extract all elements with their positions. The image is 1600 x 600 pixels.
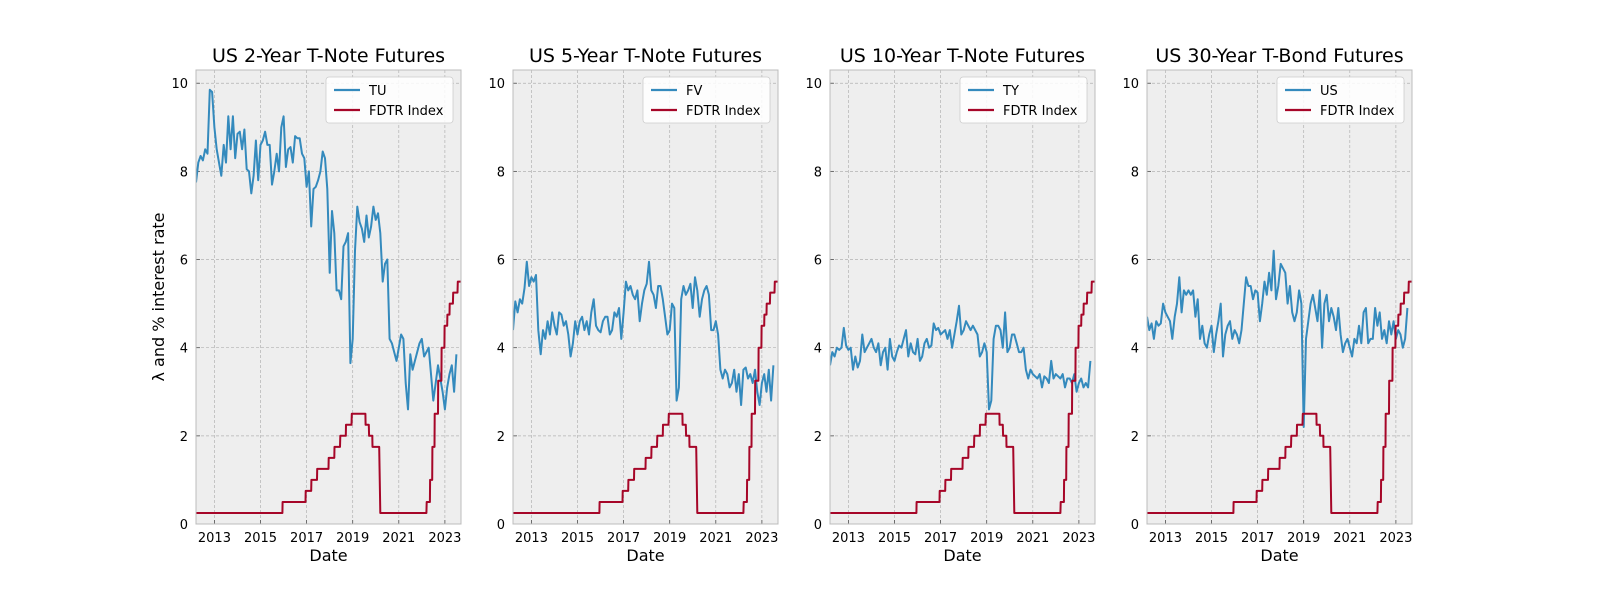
x-axis-label: Date [309, 546, 347, 565]
legend-label: FDTR Index [1003, 104, 1078, 119]
x-tick-label: 2013 [198, 531, 231, 546]
fdtr-series-line [513, 280, 778, 514]
x-tick-label: 2019 [970, 531, 1003, 546]
y-tick-label: 6 [1131, 254, 1139, 269]
x-axis-label: Date [626, 546, 664, 565]
y-tick-label: 2 [180, 430, 188, 445]
fdtr-series-line [830, 280, 1095, 514]
y-tick-label: 2 [497, 430, 505, 445]
legend-label: FDTR Index [369, 104, 444, 119]
panel-3: 2013 2015 2017 2019 2021 2023 0 2 4 6 8 10 US 10-Yea… [805, 45, 1096, 565]
y-tick-label: 6 [497, 254, 505, 269]
series-group [196, 88, 461, 514]
x-tick-label: 2019 [1287, 531, 1320, 546]
x-tick-label: 2015 [1195, 531, 1228, 546]
legend-box [959, 76, 1088, 124]
y-tick-label: 4 [814, 342, 822, 357]
legend-box [1276, 76, 1405, 124]
y-tick-label: 0 [814, 518, 822, 533]
legend: FV FDTR Index [642, 76, 771, 124]
lambda-series-line [1147, 249, 1409, 428]
x-tick-label: 2017 [924, 531, 957, 546]
lambda-series-line [196, 88, 458, 411]
legend-box [325, 76, 454, 124]
legend: TU FDTR Index [325, 76, 454, 124]
plot-area [196, 70, 461, 524]
y-tick-label: 2 [1131, 430, 1139, 445]
y-tick-label: 0 [180, 518, 188, 533]
y-tick-label: 0 [497, 518, 505, 533]
x-tick-label: 2015 [561, 531, 594, 546]
x-tick-label: 2021 [699, 531, 732, 546]
y-tick-label: 6 [180, 254, 188, 269]
panel-title: US 30-Year T-Bond Futures [1155, 45, 1403, 67]
x-tick-label: 2019 [653, 531, 686, 546]
lambda-series-line [830, 304, 1092, 411]
y-tick-label: 10 [488, 77, 505, 92]
series-group [513, 260, 778, 514]
x-tick-label: 2023 [428, 531, 461, 546]
plot-area [513, 70, 778, 524]
plot-area [830, 70, 1095, 524]
fdtr-series-line [196, 280, 461, 514]
plot-frame [195, 69, 462, 525]
x-tick-label: 2023 [745, 531, 778, 546]
x-tick-label: 2019 [336, 531, 369, 546]
x-tick-label: 2013 [515, 531, 548, 546]
y-tick-label: 10 [171, 77, 188, 92]
legend: US FDTR Index [1276, 76, 1405, 124]
legend-label: FV [686, 84, 702, 99]
series-group [1147, 249, 1412, 514]
fdtr-series-line [1147, 280, 1412, 514]
legend: TY FDTR Index [959, 76, 1088, 124]
x-tick-label: 2013 [832, 531, 865, 546]
x-tick-label: 2021 [1016, 531, 1049, 546]
y-tick-label: 4 [1131, 342, 1139, 357]
y-tick-label: 2 [814, 430, 822, 445]
plot-area [1147, 70, 1412, 524]
x-tick-label: 2021 [382, 531, 415, 546]
panel-2: 2013 2015 2017 2019 2021 2023 0 2 4 6 8 10 US 5-Year… [488, 45, 779, 565]
panel-title: US 5-Year T-Note Futures [529, 45, 762, 67]
series-group [830, 280, 1095, 514]
panel-title: US 2-Year T-Note Futures [212, 45, 445, 67]
x-axis-label: Date [1260, 546, 1298, 565]
panel-title: US 10-Year T-Note Futures [840, 45, 1085, 67]
y-tick-label: 8 [814, 165, 822, 180]
legend-label: US [1320, 84, 1338, 99]
y-tick-label: 8 [1131, 165, 1139, 180]
x-tick-label: 2013 [1149, 531, 1182, 546]
y-tick-label: 8 [180, 165, 188, 180]
legend-box [642, 76, 771, 124]
legend-label: FDTR Index [686, 104, 761, 119]
legend-label: TU [368, 84, 386, 99]
x-tick-label: 2023 [1379, 531, 1412, 546]
y-tick-label: 4 [180, 342, 188, 357]
panel-1: 2013 2015 2017 2019 2021 2023 0 2 4 6 8 10 US 2-Year… [171, 45, 462, 565]
x-tick-label: 2023 [1062, 531, 1095, 546]
x-tick-label: 2015 [878, 531, 911, 546]
y-tick-label: 8 [497, 165, 505, 180]
y-tick-label: 10 [1122, 77, 1139, 92]
x-tick-label: 2021 [1333, 531, 1366, 546]
plot-frame [1146, 69, 1413, 525]
y-tick-label: 10 [805, 77, 822, 92]
plot-frame [829, 69, 1096, 525]
y-tick-label: 0 [1131, 518, 1139, 533]
y-axis-label: λ and % interest rate [149, 213, 168, 382]
legend-label: FDTR Index [1320, 104, 1395, 119]
x-axis-label: Date [943, 546, 981, 565]
y-tick-label: 6 [814, 254, 822, 269]
x-tick-label: 2017 [1241, 531, 1274, 546]
lambda-series-line [513, 260, 775, 406]
x-tick-label: 2017 [607, 531, 640, 546]
plot-frame [512, 69, 779, 525]
legend-label: TY [1002, 84, 1019, 99]
y-tick-label: 4 [497, 342, 505, 357]
x-tick-label: 2017 [290, 531, 323, 546]
panel-4: 2013 2015 2017 2019 2021 2023 0 2 4 6 8 10 US 30-Yea… [1122, 45, 1413, 565]
x-tick-label: 2015 [244, 531, 277, 546]
